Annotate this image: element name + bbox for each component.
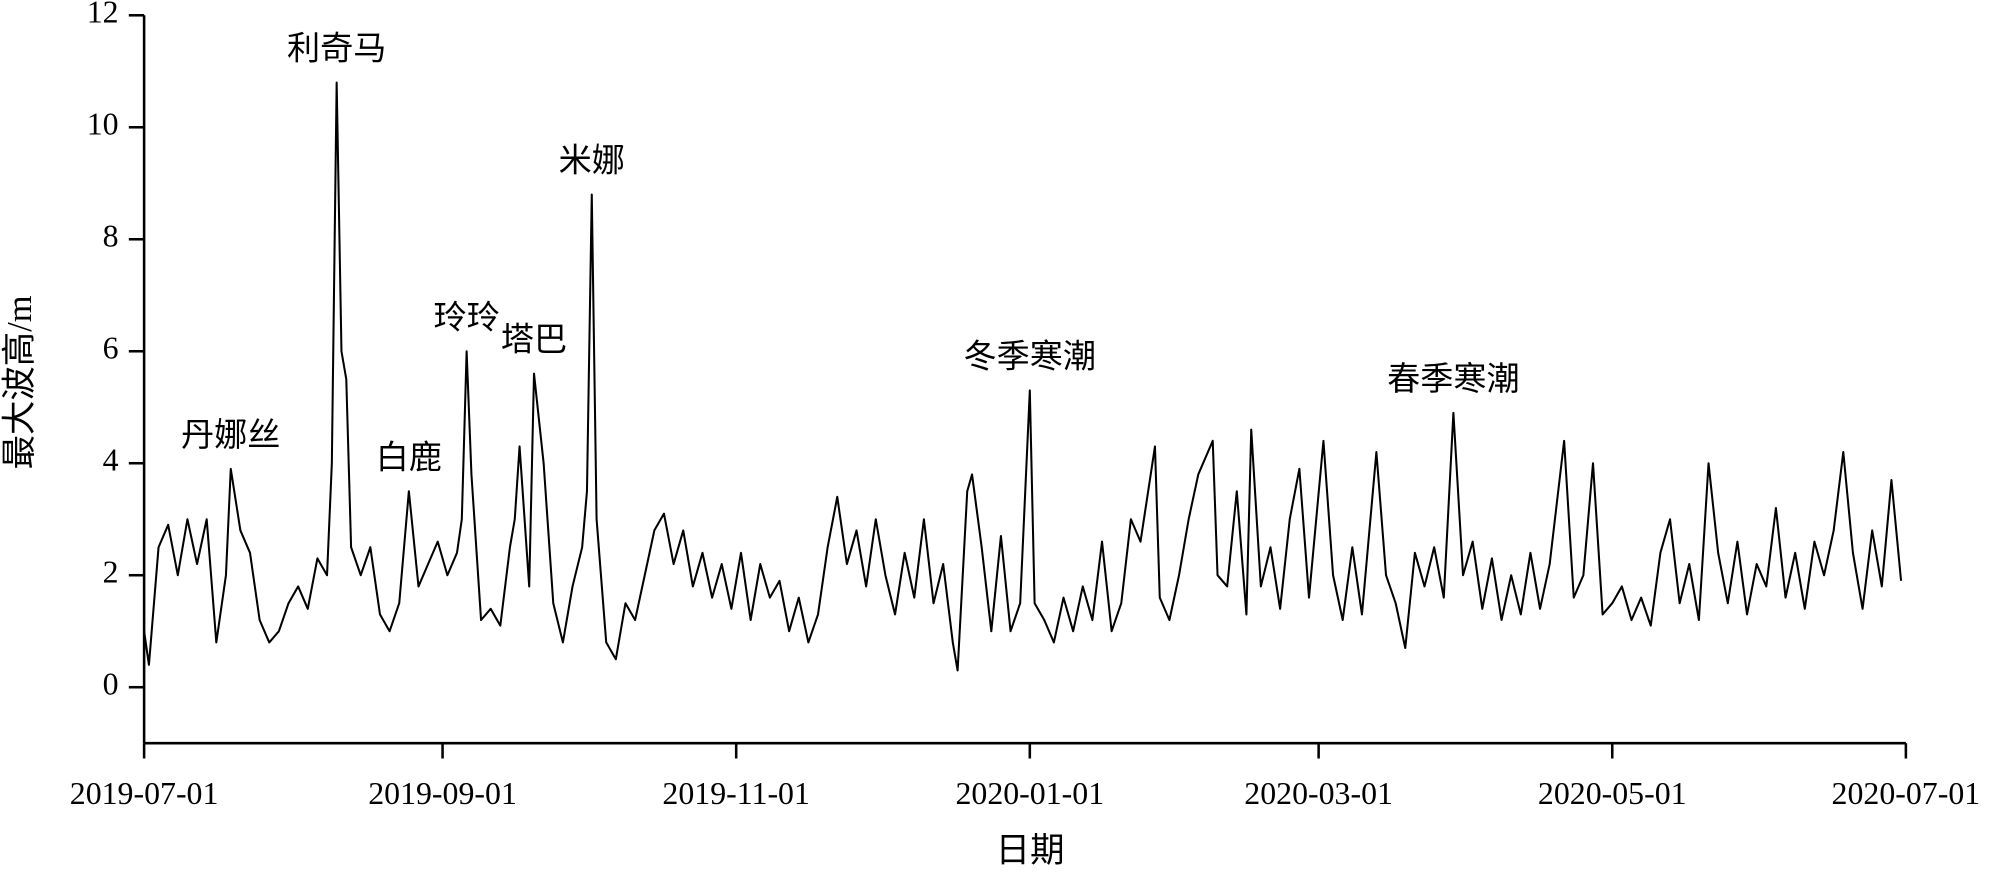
annotation: 春季寒潮 [1387,361,1520,398]
x-tick-label: 2020-03-01 [1244,776,1393,811]
y-tick-label: 12 [87,0,119,30]
x-tick-label: 2020-01-01 [955,776,1104,811]
y-axis-label: 最大波高/m [1,295,39,469]
x-tick-label: 2019-07-01 [70,776,219,811]
annotation: 白鹿 [376,439,442,476]
y-tick-label: 4 [103,443,119,478]
y-tick-label: 0 [103,667,119,702]
y-tick-label: 8 [103,219,119,254]
annotation: 冬季寒潮 [964,338,1097,375]
x-axis-label: 日期 [996,832,1065,870]
x-tick-label: 2020-05-01 [1538,776,1687,811]
annotation: 塔巴 [501,322,567,359]
x-tick-label: 2019-11-01 [662,776,809,811]
annotation: 玲玲 [433,299,499,336]
y-tick-label: 6 [103,331,119,366]
series-line [143,81,1903,672]
x-tick-label: 2020-07-01 [1832,776,1981,811]
annotation: 米娜 [559,142,625,179]
y-tick-label: 10 [87,107,119,142]
x-tick-label: 2019-09-01 [368,776,517,811]
annotation: 丹娜丝 [181,417,280,454]
annotation: 利奇马 [287,31,386,68]
y-tick-label: 2 [103,555,119,590]
